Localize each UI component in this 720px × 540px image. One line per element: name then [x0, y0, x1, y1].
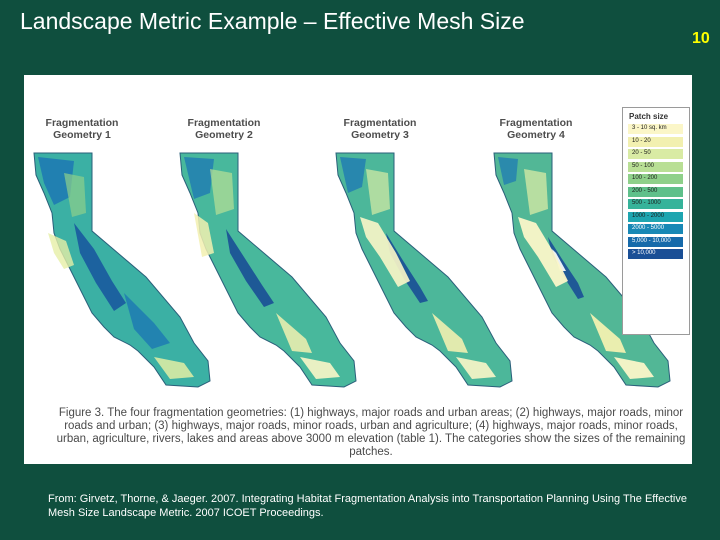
legend-swatch [628, 249, 683, 259]
legend-label: 10 - 20 [632, 137, 651, 144]
legend-label: 1000 - 2000 [632, 212, 665, 219]
figure-caption: Figure 3. The four fragmentation geometr… [56, 407, 686, 458]
legend-swatch [628, 124, 683, 134]
legend-label: 3 - 10 sq. km [632, 125, 667, 131]
patch-size-legend: Patch size 3 - 10 sq. km 10 - 20 20 - 50 50… [622, 107, 690, 335]
legend-swatch [628, 224, 683, 234]
legend-label: > 10,000 [632, 250, 656, 256]
geometry-label-2: Fragmentation Geometry 2 [187, 117, 261, 141]
legend-label: 50 - 100 [632, 162, 655, 169]
legend-item: 50 - 100 [628, 161, 688, 173]
geometry-label-4: Fragmentation Geometry 4 [499, 117, 573, 141]
legend-label: 500 - 1000 [632, 200, 661, 206]
legend-label: 20 - 50 [632, 150, 651, 156]
legend-label: 100 - 200 [632, 175, 658, 181]
legend-swatch [628, 136, 683, 147]
legend-swatch [628, 211, 683, 222]
legend-title: Patch size [629, 112, 669, 121]
legend-item: 100 - 200 [628, 174, 688, 185]
legend-item: > 10,000 [628, 249, 688, 260]
legend-item: 200 - 500 [628, 186, 688, 198]
legend-swatch [628, 149, 683, 159]
geometry-label-3: Fragmentation Geometry 3 [343, 117, 417, 141]
legend-swatch [628, 174, 683, 184]
california-map-2 [179, 152, 357, 388]
figure-panel: Fragmentation Geometry 1 Fragmentation Geo… [24, 75, 692, 464]
legend-item: 2000 - 5000 [628, 224, 688, 235]
legend-label: 200 - 500 [632, 187, 658, 194]
legend-item: 10 - 20 [628, 136, 688, 148]
legend-item: 5,000 - 10,000 [628, 236, 688, 248]
legend-item: 20 - 50 [628, 149, 688, 160]
slide-number: 10 [692, 30, 710, 47]
california-map-3 [335, 152, 513, 388]
california-map-1 [33, 152, 211, 388]
legend-swatch [628, 236, 683, 247]
legend-item: 1000 - 2000 [628, 211, 688, 223]
legend-label: 5,000 - 10,000 [632, 237, 671, 244]
legend-item: 500 - 1000 [628, 199, 688, 210]
california-map-4 [493, 152, 671, 388]
legend-swatch [628, 199, 683, 209]
geometry-label-1: Fragmentation Geometry 1 [45, 117, 119, 141]
slide-title: Landscape Metric Example – Effective Mes… [20, 8, 525, 34]
california-maps [33, 152, 671, 388]
legend-label: 2000 - 5000 [632, 225, 665, 231]
legend-swatch [628, 161, 683, 172]
legend-item: 3 - 10 sq. km [628, 124, 688, 135]
source-citation: From: Girvetz, Thorne, & Jaeger. 2007. I… [48, 493, 687, 519]
legend-swatch [628, 186, 683, 197]
